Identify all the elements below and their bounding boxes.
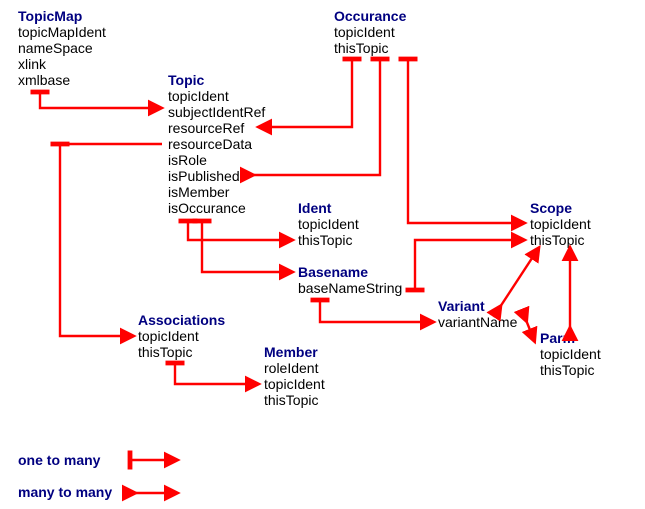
attr-topic-6: isMember — [168, 185, 229, 200]
attr-topic-4: isRole — [168, 153, 207, 168]
attr-parm-0: topicIdent — [540, 347, 601, 362]
attr-topic-3: resourceData — [168, 137, 252, 152]
attr-member-0: roleIdent — [264, 361, 318, 376]
entity-occurance-title: Occurance — [334, 9, 406, 24]
entity-associations-title: Associations — [138, 313, 225, 328]
entity-topic-title: Topic — [168, 73, 204, 88]
entity-parm-title: Parm — [540, 331, 575, 346]
diagram-arrows — [0, 0, 645, 509]
attr-topicmap-0: topicMapIdent — [18, 25, 106, 40]
attr-scope-1: thisTopic — [530, 233, 584, 248]
attr-variant-0: variantName — [438, 315, 517, 330]
attr-occurance-0: topicIdent — [334, 25, 395, 40]
attr-scope-0: topicIdent — [530, 217, 591, 232]
legend-one-to-many: one to many — [18, 453, 100, 468]
attr-ident-1: thisTopic — [298, 233, 352, 248]
attr-topicmap-2: xlink — [18, 57, 46, 72]
attr-topicmap-1: nameSpace — [18, 41, 93, 56]
attr-topicmap-3: xmlbase — [18, 73, 70, 88]
attr-associations-0: topicIdent — [138, 329, 199, 344]
entity-ident-title: Ident — [298, 201, 331, 216]
attr-occurance-1: thisTopic — [334, 41, 388, 56]
attr-ident-0: topicIdent — [298, 217, 359, 232]
entity-basename-title: Basename — [298, 265, 368, 280]
attr-topic-5: isPublished — [168, 169, 240, 184]
entity-scope-title: Scope — [530, 201, 572, 216]
attr-member-2: thisTopic — [264, 393, 318, 408]
attr-topic-7: isOccurance — [168, 201, 246, 216]
entity-member-title: Member — [264, 345, 318, 360]
attr-topic-1: subjectIdentRef — [168, 105, 265, 120]
attr-associations-1: thisTopic — [138, 345, 192, 360]
attr-topic-2: resourceRef — [168, 121, 244, 136]
legend-many-to-many: many to many — [18, 485, 112, 500]
attr-topic-0: topicIdent — [168, 89, 229, 104]
attr-member-1: topicIdent — [264, 377, 325, 392]
entity-variant-title: Variant — [438, 299, 485, 314]
attr-parm-1: thisTopic — [540, 363, 594, 378]
attr-basename-0: baseNameString — [298, 281, 402, 296]
entity-topicmap-title: TopicMap — [18, 9, 82, 24]
